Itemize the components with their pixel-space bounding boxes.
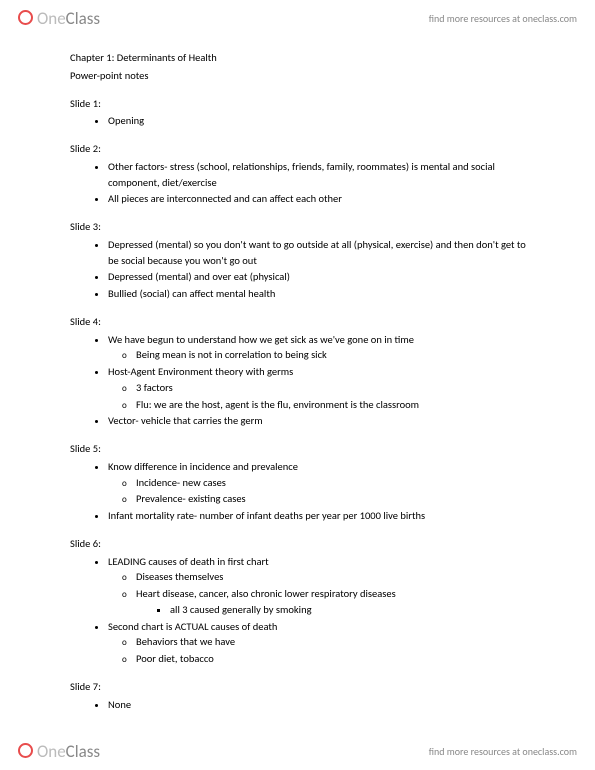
slide-label: Slide 6:	[70, 536, 535, 552]
list-item-text: Poor diet, tobacco	[136, 652, 214, 665]
list-item-text: Vector- vehicle that carries the germ	[108, 414, 263, 427]
list-item-text: Second chart is ACTUAL causes of death	[108, 620, 277, 633]
list-item-text: Depressed (mental) so you don't want to …	[108, 238, 526, 267]
list-item-text: Being mean is not in correlation to bein…	[136, 348, 327, 361]
list-item: Other factors- stress (school, relations…	[108, 159, 535, 191]
list-item: Behaviors that we have	[136, 634, 535, 650]
list-item: all 3 caused generally by smoking	[170, 602, 535, 618]
list-item: We have begun to understand how we get s…	[108, 332, 535, 364]
list-level-2: 3 factors Flu: we are the host, agent is …	[108, 380, 535, 413]
list-level-1: None	[70, 697, 535, 713]
list-item: Host-Agent Environment theory with germs…	[108, 364, 535, 412]
slide-label: Slide 3:	[70, 219, 535, 235]
list-item-text: 3 factors	[136, 381, 173, 394]
list-item: Being mean is not in correlation to bein…	[136, 347, 535, 363]
list-item-text: Depressed (mental) and over eat (physica…	[108, 270, 290, 283]
list-item: Know difference in incidence and prevale…	[108, 459, 535, 507]
slide-label: Slide 2:	[70, 141, 535, 157]
page-footer: OneClass find more resources at oneclass…	[0, 733, 595, 770]
list-item: Depressed (mental) so you don't want to …	[108, 237, 535, 269]
slide-block: Slide 6: LEADING causes of death in first…	[70, 536, 535, 667]
brand-one-footer: One	[37, 741, 66, 762]
list-item-text: Incidence- new cases	[136, 476, 226, 489]
list-item-text: Opening	[108, 114, 144, 127]
list-item-text: Other factors- stress (school, relations…	[108, 160, 495, 189]
slides-container: Slide 1: Opening Slide 2: Other factors- st…	[70, 96, 535, 713]
list-item-text: Know difference in incidence and prevale…	[108, 460, 298, 473]
list-level-2: Being mean is not in correlation to bein…	[108, 347, 535, 363]
list-level-2: Behaviors that we have Poor diet, tobacco	[108, 634, 535, 667]
list-item-text: Flu: we are the host, agent is the flu, …	[136, 398, 419, 411]
list-item-text: Heart disease, cancer, also chronic lowe…	[136, 587, 396, 600]
logo-circle-icon	[18, 10, 33, 25]
list-item: Flu: we are the host, agent is the flu, …	[136, 397, 535, 413]
page-header: OneClass find more resources at oneclass…	[0, 0, 595, 37]
slide-block: Slide 4: We have begun to understand how …	[70, 314, 535, 429]
list-item-text: all 3 caused generally by smoking	[170, 603, 312, 616]
list-level-1: Depressed (mental) so you don't want to …	[70, 237, 535, 302]
document-body: Chapter 1: Determinants of Health Power-…	[70, 50, 535, 724]
doc-subtitle: Power-point notes	[70, 68, 535, 84]
brand-class: Class	[66, 8, 100, 29]
slide-label: Slide 1:	[70, 96, 535, 112]
list-level-2: Incidence- new cases Prevalence- existing…	[108, 475, 535, 508]
header-tagline: find more resources at oneclass.com	[429, 12, 577, 25]
list-item: Diseases themselves	[136, 569, 535, 585]
list-item: Depressed (mental) and over eat (physica…	[108, 269, 535, 285]
list-level-1: Opening	[70, 113, 535, 129]
list-item-text: LEADING causes of death in first chart	[108, 555, 269, 568]
list-item-text: Prevalence- existing cases	[136, 492, 246, 505]
list-item: Incidence- new cases	[136, 475, 535, 491]
slide-block: Slide 3: Depressed (mental) so you don't …	[70, 219, 535, 302]
list-item: Prevalence- existing cases	[136, 491, 535, 507]
slide-block: Slide 7: None	[70, 679, 535, 713]
list-item: LEADING causes of death in first chartDi…	[108, 554, 535, 618]
list-level-1: LEADING causes of death in first chartDi…	[70, 554, 535, 667]
list-item-text: All pieces are interconnected and can af…	[108, 192, 342, 205]
slide-block: Slide 2: Other factors- stress (school, r…	[70, 141, 535, 207]
slide-block: Slide 1: Opening	[70, 96, 535, 130]
brand-class-footer: Class	[66, 741, 100, 762]
list-item: Opening	[108, 113, 535, 129]
list-item-text: None	[108, 698, 131, 711]
list-level-1: Know difference in incidence and prevale…	[70, 459, 535, 524]
list-item-text: Host-Agent Environment theory with germs	[108, 365, 293, 378]
slide-label: Slide 7:	[70, 679, 535, 695]
brand-logo: OneClass	[18, 8, 100, 29]
list-item: Bullied (social) can affect mental healt…	[108, 286, 535, 302]
slide-block: Slide 5: Know difference in incidence and…	[70, 441, 535, 524]
footer-tagline: find more resources at oneclass.com	[429, 745, 577, 758]
slide-label: Slide 5:	[70, 441, 535, 457]
list-item-text: Diseases themselves	[136, 570, 223, 583]
brand-logo-footer: OneClass	[18, 741, 100, 762]
list-item: Second chart is ACTUAL causes of deathBe…	[108, 619, 535, 667]
list-item: All pieces are interconnected and can af…	[108, 191, 535, 207]
list-item: Heart disease, cancer, also chronic lowe…	[136, 586, 535, 618]
list-item-text: Behaviors that we have	[136, 635, 235, 648]
list-item-text: Infant mortality rate- number of infant …	[108, 509, 425, 522]
list-level-2: Diseases themselves Heart disease, cancer…	[108, 569, 535, 617]
list-item-text: Bullied (social) can affect mental healt…	[108, 287, 275, 300]
logo-circle-icon	[18, 743, 33, 758]
list-item: 3 factors	[136, 380, 535, 396]
list-item: Infant mortality rate- number of infant …	[108, 508, 535, 524]
list-level-3: all 3 caused generally by smoking	[136, 602, 535, 618]
list-level-1: We have begun to understand how we get s…	[70, 332, 535, 430]
list-item: Vector- vehicle that carries the germ	[108, 413, 535, 429]
slide-label: Slide 4:	[70, 314, 535, 330]
list-level-1: Other factors- stress (school, relations…	[70, 159, 535, 207]
doc-title: Chapter 1: Determinants of Health	[70, 50, 535, 66]
brand-one: One	[37, 8, 66, 29]
list-item: None	[108, 697, 535, 713]
list-item-text: We have begun to understand how we get s…	[108, 333, 414, 346]
list-item: Poor diet, tobacco	[136, 651, 535, 667]
